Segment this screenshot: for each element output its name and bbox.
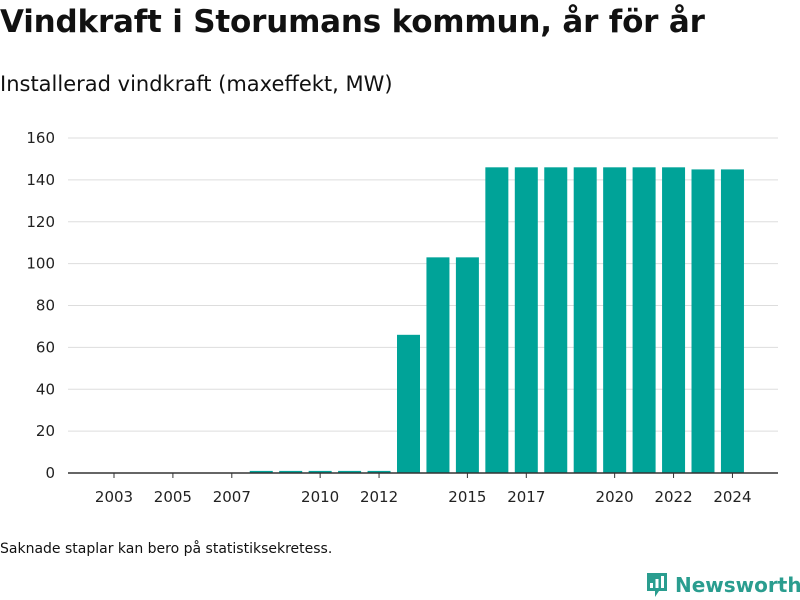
bar-2018[interactable]: [544, 167, 568, 473]
bar-2008[interactable]: [249, 470, 273, 473]
bar-2021[interactable]: [632, 167, 656, 473]
x-tick-label: 2005: [154, 488, 192, 506]
x-tick-label: 2017: [507, 488, 545, 506]
bars: [249, 167, 744, 473]
x-tick-label: 2024: [713, 488, 751, 506]
y-axis-ticks: 0 20 40 60 80 100 120 140 160: [26, 129, 55, 482]
bar-chart-icon: [647, 573, 667, 597]
x-axis-ticks: 2003 2005 2007 2010 2012 2015 2017 2020 2022 2024: [95, 473, 752, 506]
bar-2012[interactable]: [367, 470, 391, 473]
x-tick-label: 2010: [301, 488, 339, 506]
bar-2020[interactable]: [603, 167, 627, 473]
bar-2022[interactable]: [662, 167, 686, 473]
bar-2016[interactable]: [485, 167, 509, 473]
x-tick-label: 2003: [95, 488, 133, 506]
y-tick-label: 40: [36, 380, 55, 398]
newsworthy-logo[interactable]: Newsworthy: [645, 570, 800, 600]
y-tick-label: 0: [45, 464, 55, 482]
x-tick-label: 2015: [448, 488, 486, 506]
bar-2019[interactable]: [573, 167, 597, 473]
chart-subtitle: Installerad vindkraft (maxeffekt, MW): [0, 72, 393, 96]
bar-2024[interactable]: [720, 169, 744, 473]
x-tick-label: 2020: [596, 488, 634, 506]
x-tick-label: 2022: [654, 488, 692, 506]
x-tick-label: 2012: [360, 488, 398, 506]
y-tick-label: 60: [36, 338, 55, 356]
bar-2011[interactable]: [338, 470, 362, 473]
chart-title: Vindkraft i Storumans kommun, år för år: [0, 4, 705, 40]
bar-2013[interactable]: [397, 334, 420, 473]
y-tick-label: 100: [26, 255, 55, 273]
y-tick-label: 140: [26, 171, 55, 189]
bar-2009[interactable]: [279, 470, 303, 473]
bar-2017[interactable]: [514, 167, 538, 473]
bar-2014[interactable]: [426, 257, 450, 473]
bar-2015[interactable]: [455, 257, 479, 473]
footnote: Saknade staplar kan bero på statistiksek…: [0, 541, 333, 557]
y-tick-label: 120: [26, 213, 55, 231]
y-tick-label: 160: [26, 129, 55, 147]
bar-2023[interactable]: [691, 169, 715, 473]
y-tick-label: 20: [36, 422, 55, 440]
grid-lines: [68, 137, 778, 432]
x-tick-label: 2007: [213, 488, 251, 506]
bar-2010[interactable]: [308, 470, 332, 473]
y-tick-label: 80: [36, 297, 55, 315]
brand-name: Newsworthy: [675, 573, 800, 597]
